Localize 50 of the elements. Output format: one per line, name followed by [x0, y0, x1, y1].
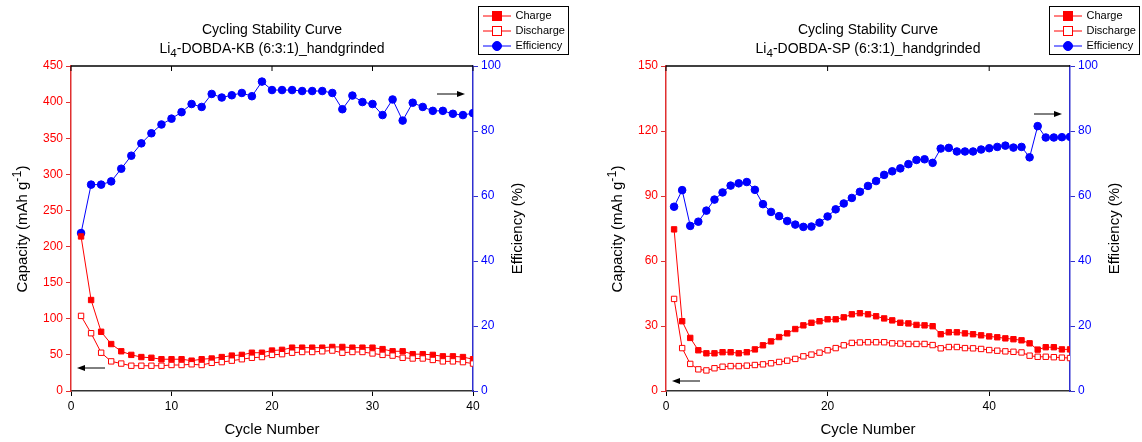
y2-tick-label: 60 [481, 188, 495, 203]
y2-tick-label: 20 [1078, 318, 1092, 333]
y2-tick-label: 0 [1078, 383, 1085, 398]
y-tick-label: 90 [644, 188, 659, 203]
x-axis-title: Cycle Number [819, 420, 917, 437]
chart-subtitle: Li$_{4}$-DOBDA-SP (6:3:1)_handgrinded [754, 39, 982, 61]
y-tick-label: 150 [42, 274, 64, 289]
y-tick-label: 30 [644, 318, 659, 333]
y2-tick-label: 20 [481, 318, 495, 333]
legend-label: Efficiency [1086, 39, 1134, 51]
x-tick-label: 40 [466, 398, 480, 413]
y2-tick-label: 40 [1078, 253, 1092, 268]
y-tick-label: 60 [644, 253, 659, 268]
y-tick-label: 450 [42, 58, 64, 73]
y-tick-label: 100 [42, 311, 64, 326]
y2-tick-label: 40 [481, 253, 495, 268]
y-tick-label: 50 [49, 347, 64, 362]
y-tick-label: 120 [637, 123, 659, 138]
y-tick-label: 250 [42, 202, 64, 217]
chart-subtitle: Li$_{4}$-DOBDA-KB (6:3:1)_handgrinded [158, 39, 386, 61]
chart-title: Cycling Stability Curve [200, 20, 344, 39]
y2-tick-label: 80 [481, 123, 495, 138]
legend-label: Efficiency [515, 39, 563, 51]
y-tick-label: 300 [42, 166, 64, 181]
x-tick-label: 40 [982, 398, 997, 413]
x-tick-label: 0 [67, 398, 75, 413]
y2-tick-label: 60 [1078, 188, 1092, 203]
y2-axis-title: Efficiency (%) [1105, 182, 1123, 275]
x-tick-label: 20 [265, 398, 279, 413]
y-tick-label: 400 [42, 94, 64, 109]
x-tick-label: 20 [820, 398, 835, 413]
y-tick-label: 0 [56, 383, 64, 398]
legend-label: Discharge [515, 24, 565, 36]
legend-label: Charge [1086, 9, 1123, 21]
y-tick-label: 0 [651, 383, 659, 398]
y2-axis-title: Efficiency (%) [508, 182, 526, 275]
x-tick-label: 10 [164, 398, 179, 413]
y2-tick-label: 100 [1078, 58, 1099, 73]
y2-tick-label: 0 [481, 383, 488, 398]
legend-label: Discharge [1086, 24, 1136, 36]
chart-title: Cycling Stability Curve [796, 20, 940, 39]
x-tick-label: 30 [365, 398, 380, 413]
legend-label: Charge [515, 9, 552, 21]
y-tick-label: 200 [42, 238, 64, 253]
y2-tick-label: 80 [1078, 123, 1092, 138]
y-tick-label: 150 [637, 58, 659, 73]
y2-tick-label: 100 [481, 58, 502, 73]
x-axis-title: Cycle Number [223, 420, 321, 437]
y-tick-label: 350 [42, 130, 64, 145]
x-tick-label: 0 [662, 398, 670, 413]
